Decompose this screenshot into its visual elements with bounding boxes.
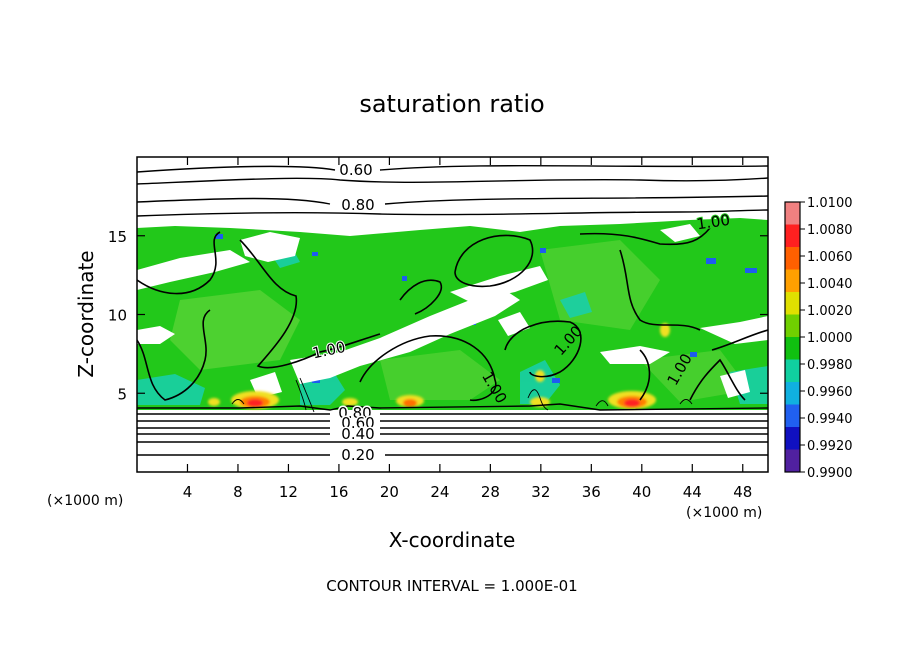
field-hot-spots — [208, 323, 670, 409]
y-tick-label: 15 — [108, 228, 127, 246]
colorbar-swatch — [785, 359, 800, 383]
field-lightgreen-3 — [380, 350, 500, 400]
x-tick-label: 28 — [481, 483, 500, 501]
colorbar-swatch — [785, 224, 800, 248]
field-white-patches — [137, 224, 768, 398]
contour-label-060-lower: 0.60 — [341, 414, 374, 432]
colorbar-swatch — [785, 269, 800, 293]
colorbar-tick-label: 0.9920 — [807, 439, 853, 454]
x-unit-left: (×1000 m) — [47, 493, 123, 509]
colorbar-tick-label: 0.9940 — [807, 412, 853, 427]
contour-label-080-lower: 0.80 — [338, 404, 371, 422]
colorbar-tick-label: 1.0100 — [807, 196, 853, 211]
colorbar-tick-label: 1.0080 — [807, 223, 853, 238]
x-tick-label: 8 — [233, 483, 243, 501]
colorbar-tick-label: 0.9900 — [807, 466, 853, 481]
x-tick-label: 32 — [531, 483, 550, 501]
saturation-field — [137, 165, 768, 456]
colorbar-swatch — [785, 314, 800, 338]
colorbar-tick-label: 0.9960 — [807, 385, 853, 400]
colorbar-tick-label: 1.0040 — [807, 277, 853, 292]
x-tick-label: 48 — [733, 483, 752, 501]
chart-title: saturation ratio — [359, 90, 544, 118]
contour-label-100-a: 1.00 — [696, 211, 732, 233]
colorbar-tick-label: 1.0060 — [807, 250, 853, 265]
colorbar-tick-label: 1.0000 — [807, 331, 853, 346]
y-axis: 5 10 15 — [108, 228, 768, 403]
y-tick-label: 10 — [108, 307, 127, 325]
x-tick-label: 44 — [683, 483, 702, 501]
y-axis-label: Z-coordinate — [74, 250, 98, 377]
x-tick-label: 40 — [632, 483, 651, 501]
colorbar-swatch — [785, 427, 800, 450]
colorbar-swatch — [785, 292, 800, 315]
colorbar-swatch — [785, 337, 800, 360]
y-tick-label: 5 — [117, 385, 127, 403]
contours-upper — [137, 165, 768, 217]
contour-label-060-upper: 0.60 — [339, 161, 372, 179]
colorbar: 1.0100 1.0080 1.0060 1.0040 1.0020 1.0000 0.99… — [784, 196, 853, 481]
contour-label-040: 0.40 — [341, 425, 374, 443]
colorbar-swatch — [785, 382, 800, 405]
contour-label-080-upper: 0.80 — [341, 196, 374, 214]
colorbar-swatch — [785, 247, 800, 270]
colorbar-tick-label: 0.9980 — [807, 358, 853, 373]
contours-saturation — [137, 227, 768, 402]
contour-label-020: 0.20 — [341, 446, 374, 464]
contours-base-detail — [231, 377, 693, 413]
x-axis: 4 8 12 16 20 24 28 32 36 40 44 48 — [183, 157, 752, 501]
x-tick-label: 4 — [183, 483, 193, 501]
x-unit-right: (×1000 m) — [686, 505, 762, 521]
x-axis-label: X-coordinate — [389, 528, 516, 552]
colorbar-swatch — [785, 202, 800, 225]
colorbar-swatch — [785, 404, 800, 428]
x-tick-label: 16 — [329, 483, 348, 501]
x-tick-label: 24 — [430, 483, 449, 501]
colorbar-swatch — [785, 449, 800, 473]
field-lightgreen-1 — [170, 290, 300, 370]
contours-lower — [137, 403, 768, 456]
x-tick-label: 36 — [582, 483, 601, 501]
colorbar-tick-label: 1.0020 — [807, 304, 853, 319]
x-tick-label: 20 — [380, 483, 399, 501]
x-tick-label: 12 — [279, 483, 298, 501]
contour-interval-note: CONTOUR INTERVAL = 1.000E-01 — [326, 577, 577, 595]
